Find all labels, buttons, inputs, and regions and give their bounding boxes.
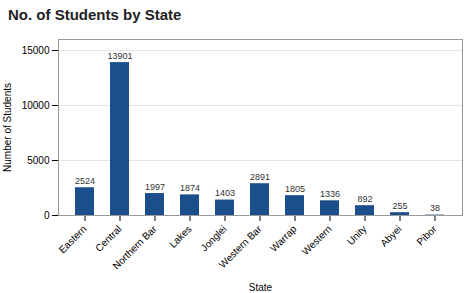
svg-text:Unity: Unity: [345, 223, 369, 247]
svg-text:Central: Central: [93, 223, 124, 254]
svg-text:2891: 2891: [250, 172, 270, 182]
svg-text:38: 38: [430, 203, 440, 213]
svg-text:Pibor: Pibor: [414, 223, 439, 248]
svg-text:1403: 1403: [215, 188, 235, 198]
svg-text:Lakes: Lakes: [167, 223, 194, 250]
svg-text:Warrap: Warrap: [268, 223, 299, 254]
svg-text:1997: 1997: [145, 182, 165, 192]
svg-text:Eastern: Eastern: [57, 223, 89, 255]
svg-text:1874: 1874: [180, 183, 200, 193]
svg-text:15000: 15000: [22, 45, 50, 56]
svg-text:Western Bar: Western Bar: [217, 223, 264, 270]
svg-text:5000: 5000: [27, 155, 50, 166]
html-text:No. of Students by State: No. of Students by State: [8, 6, 182, 23]
svg-text:1805: 1805: [285, 184, 305, 194]
svg-text:Northern Bar: Northern Bar: [110, 223, 159, 272]
svg-text:892: 892: [357, 194, 372, 204]
svg-text:State: State: [249, 282, 273, 293]
svg-text:Jonglei: Jonglei: [198, 223, 228, 253]
svg-text:Number of Students: Number of Students: [2, 83, 13, 172]
svg-text:1336: 1336: [320, 189, 340, 199]
svg-text:0: 0: [44, 210, 50, 221]
svg-text:2524: 2524: [75, 176, 95, 186]
svg-text:10000: 10000: [22, 100, 50, 111]
svg-text:255: 255: [392, 201, 407, 211]
svg-text:Abyei: Abyei: [378, 223, 403, 248]
svg-text:13901: 13901: [107, 51, 132, 61]
svg-text:Western: Western: [300, 223, 334, 257]
